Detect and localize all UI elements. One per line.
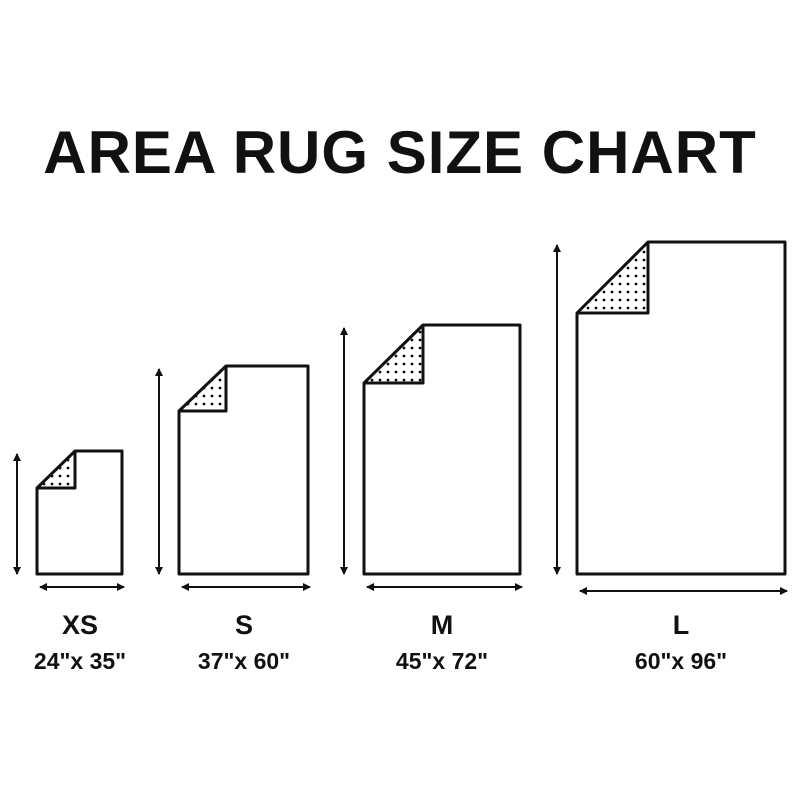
size-label: L: [672, 610, 690, 640]
size-label: S: [234, 610, 253, 640]
rug-outline-s: [177, 364, 310, 576]
rug-outline-l: [575, 240, 787, 576]
dimensions-label: 24"x 35": [33, 648, 127, 674]
dimensions-label: 60"x 96": [634, 648, 728, 674]
size-label: M: [430, 610, 454, 640]
dimensions-label: 37"x 60": [197, 648, 291, 674]
dimensions-label: 45"x 72": [395, 648, 489, 674]
rug-outline-xs: [35, 449, 124, 576]
rug-outline-m: [362, 323, 522, 576]
size-label: XS: [61, 610, 99, 640]
chart-title: AREA RUG SIZE CHART: [43, 119, 757, 186]
